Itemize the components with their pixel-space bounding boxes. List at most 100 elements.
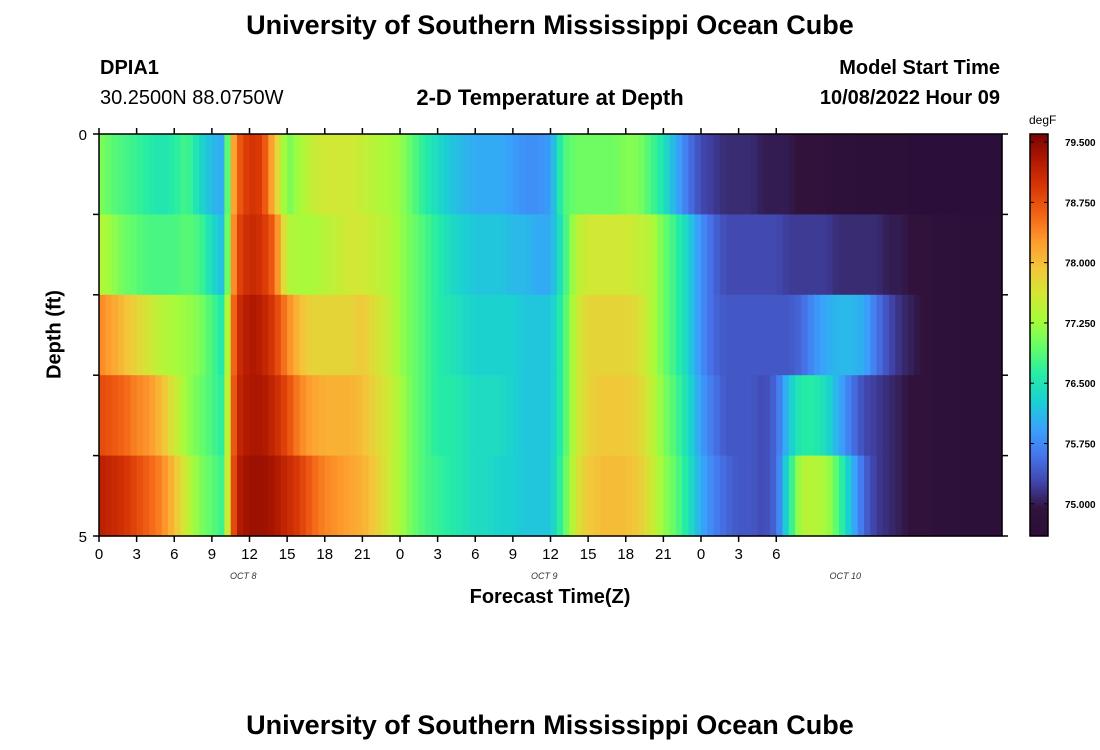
heatmap-cell [675,294,683,376]
heatmap-cell [939,455,947,537]
heatmap-cell [142,375,150,457]
heatmap-cell [218,134,226,215]
heatmap-cell [506,294,514,376]
heatmap-cell [337,214,345,296]
heatmap-cell [826,214,834,296]
heatmap-cell [412,134,420,215]
heatmap-cell [845,294,853,376]
heatmap-cell [889,294,896,376]
heatmap-cell [349,455,357,537]
heatmap-cell [299,455,307,537]
colorbar [1029,133,1049,537]
heatmap-cell [230,294,238,376]
heatmap-cell [782,375,790,457]
heatmap-cell [218,214,226,296]
heatmap-cell [218,375,226,457]
heatmap-cell [305,134,313,215]
heatmap-cell [619,375,627,457]
heatmap-cell [669,455,677,537]
heatmap-cell [293,214,301,296]
heatmap-cell [186,294,194,376]
heatmap-cell [682,294,690,376]
heatmap-cell [431,375,439,457]
heatmap-cell [782,294,790,376]
x-tick-label: 15 [580,546,597,563]
heatmap-cell [688,214,696,296]
heatmap-cell [933,455,940,537]
heatmap-cell [305,294,313,376]
heatmap-cell [926,375,934,457]
heatmap-cell [619,294,627,376]
heatmap-cell [663,214,671,296]
heatmap-cell [506,455,514,537]
heatmap-cell [951,294,959,376]
heatmap-cell [838,455,846,537]
heatmap-cell [525,134,533,215]
heatmap-cell [400,294,407,376]
heatmap-cell [838,134,846,215]
heatmap-cell [136,455,144,537]
heatmap-cell [851,375,859,457]
heatmap-cell [450,214,458,296]
heatmap-cell [324,214,332,296]
heatmap-cell [707,455,715,537]
x-axis: 0 3 6 9 12 15 18 21 0 3 6 9 12 15 18 21 0 3 6 OCT 8 OCT 9 OCT… [95,128,861,581]
heatmap-cell [142,134,150,215]
heatmap-cell [769,375,777,457]
heatmap-cell [437,375,445,457]
heatmap-cell [512,134,520,215]
heatmap-cell [870,455,878,537]
heatmap-cell [406,375,414,457]
heatmap-cell [243,214,251,296]
heatmap-cell [167,455,175,537]
heatmap-cell [487,294,495,376]
heatmap-cell [920,455,928,537]
heatmap-cell [161,214,169,296]
heatmap-cell [644,294,652,376]
heatmap-cell [149,134,157,215]
heatmap-cell [262,134,269,215]
heatmap-cell [519,134,527,215]
heatmap-cell [845,134,853,215]
heatmap-cell [111,375,119,457]
heatmap-cell [606,214,614,296]
heatmap-cell [324,455,332,537]
heatmap-cell [174,455,182,537]
heatmap-cell [117,455,125,537]
heatmap-cell [450,455,458,537]
heatmap-cell [211,375,219,457]
heatmap-cell [255,375,263,457]
heatmap-cell [769,214,777,296]
colorbar-tick-label: 77.250 [1065,319,1096,330]
heatmap-cell [494,375,501,457]
heatmap-cell [788,375,796,457]
heatmap-cell [719,455,727,537]
heatmap-cell [293,455,301,537]
heatmap-cell [387,294,395,376]
heatmap-cell [738,214,746,296]
heatmap-cell [374,375,382,457]
heatmap-cell [726,134,733,215]
heatmap-cell [970,294,978,376]
heatmap-cell [870,134,878,215]
heatmap-cell [262,294,269,376]
heatmap-cell [519,375,527,457]
model-start-value: 10/08/2022 Hour 09 [819,87,1000,109]
heatmap-cell [481,294,489,376]
heatmap-cell [625,294,633,376]
colorbar-tick-label: 75.750 [1065,440,1096,451]
heatmap-cell [356,214,363,296]
heatmap-cell [174,375,182,457]
heatmap-cell [895,455,903,537]
heatmap-cell [769,134,777,215]
heatmap-cell [995,294,1003,376]
heatmap-cell [569,294,577,376]
heatmap-cell [889,134,896,215]
heatmap-cell [136,214,144,296]
heatmap-cell [820,375,828,457]
heatmap-cell [907,294,915,376]
heatmap-cell [312,134,320,215]
heatmap-cell [161,134,169,215]
heatmap-cell [625,214,633,296]
heatmap-cell [494,455,501,537]
